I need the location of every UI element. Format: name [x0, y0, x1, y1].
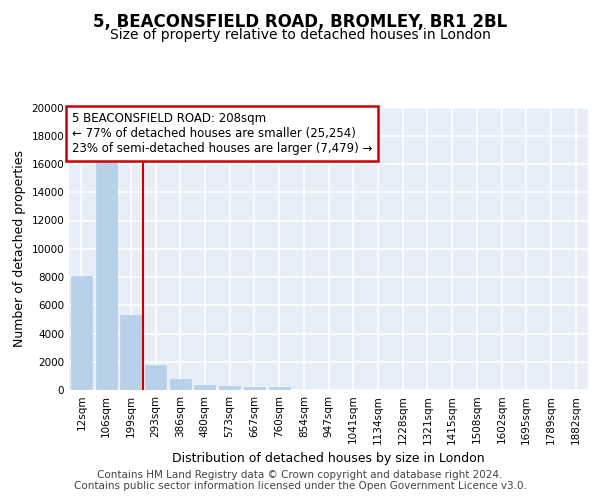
Text: 5 BEACONSFIELD ROAD: 208sqm
← 77% of detached houses are smaller (25,254)
23% of: 5 BEACONSFIELD ROAD: 208sqm ← 77% of det…: [71, 112, 372, 154]
X-axis label: Distribution of detached houses by size in London: Distribution of detached houses by size …: [172, 452, 485, 465]
Bar: [71, 276, 92, 390]
Text: 5, BEACONSFIELD ROAD, BROMLEY, BR1 2BL: 5, BEACONSFIELD ROAD, BROMLEY, BR1 2BL: [93, 12, 507, 30]
Bar: [269, 387, 290, 390]
Bar: [120, 315, 141, 390]
Bar: [145, 366, 166, 390]
Text: Size of property relative to detached houses in London: Size of property relative to detached ho…: [110, 28, 490, 42]
Bar: [219, 386, 240, 390]
Text: Contains public sector information licensed under the Open Government Licence v3: Contains public sector information licen…: [74, 481, 526, 491]
Y-axis label: Number of detached properties: Number of detached properties: [13, 150, 26, 348]
Bar: [95, 157, 116, 390]
Bar: [170, 380, 191, 390]
Bar: [244, 387, 265, 390]
Text: Contains HM Land Registry data © Crown copyright and database right 2024.: Contains HM Land Registry data © Crown c…: [97, 470, 503, 480]
Bar: [194, 385, 215, 390]
